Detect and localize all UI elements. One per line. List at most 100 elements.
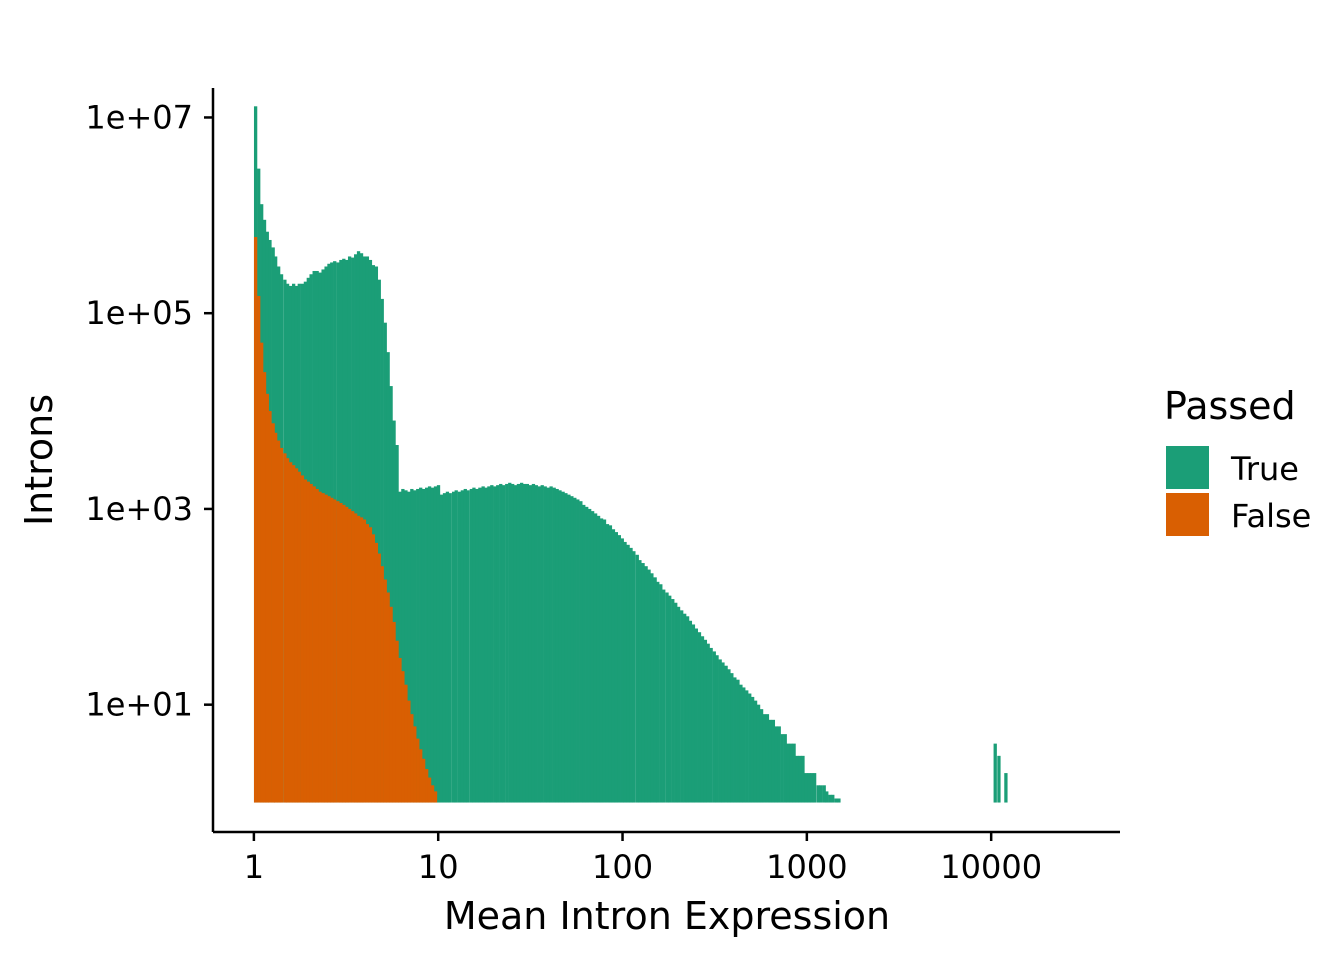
bar-false <box>300 475 305 803</box>
bar-true <box>676 606 681 803</box>
bar-true <box>671 599 675 803</box>
bar-true <box>614 532 618 803</box>
bar-true <box>777 726 781 803</box>
bar-false <box>371 534 376 803</box>
bar-false <box>416 738 420 803</box>
bar-true <box>810 773 814 803</box>
bar-true <box>727 669 731 803</box>
axes: 1 10 100 1000 10000 1e+01 1e+03 1e+05 1e+07 <box>85 88 1120 886</box>
bar-true <box>404 490 408 803</box>
bar-true <box>662 589 666 803</box>
bar-true <box>460 490 465 803</box>
bar-true <box>442 493 447 803</box>
bar-true <box>739 684 743 803</box>
bar-false <box>309 483 313 803</box>
bar-true <box>605 524 610 803</box>
bar-true <box>374 266 379 803</box>
bar-true <box>377 279 381 803</box>
bar-true <box>549 486 553 803</box>
legend: Passed True False <box>1164 384 1311 536</box>
bar-true <box>401 488 405 803</box>
bar-true <box>421 488 426 803</box>
bar-true <box>650 573 654 803</box>
bar-true <box>457 491 462 803</box>
x-tick-label: 1 <box>244 848 264 886</box>
y-tick-label: 1e+05 <box>85 294 193 332</box>
bar-true <box>617 535 621 803</box>
bar-true <box>552 487 556 803</box>
legend-title: Passed <box>1164 384 1296 428</box>
bar-false <box>425 769 429 803</box>
bar-true <box>413 490 417 803</box>
bar-true <box>644 566 648 803</box>
bar-true <box>745 690 749 803</box>
bar-true <box>822 785 826 803</box>
bar-true <box>801 755 805 803</box>
bar-true <box>454 490 458 803</box>
bar-false <box>345 506 349 803</box>
bar-true <box>519 482 524 803</box>
bar-true <box>484 487 488 803</box>
bar-true <box>573 497 577 803</box>
bar-false <box>383 579 387 803</box>
legend-swatch-true <box>1166 446 1209 489</box>
bar-true <box>522 483 527 803</box>
bar-true <box>715 655 719 803</box>
bar-false <box>330 497 334 803</box>
y-axis-title: Introns <box>17 394 61 526</box>
bar-true <box>508 482 512 803</box>
bar-false <box>419 749 423 803</box>
bar-true <box>555 488 559 803</box>
bar-true <box>516 483 521 803</box>
bar-false <box>404 684 408 803</box>
bar-true <box>638 560 642 803</box>
bar-true <box>496 485 500 803</box>
bar-true <box>831 794 835 803</box>
bar-false <box>333 499 337 803</box>
bar-true <box>771 719 776 803</box>
bar-false <box>395 640 399 803</box>
bar-true <box>534 485 538 803</box>
bar-true <box>490 485 494 803</box>
bar-true <box>632 551 636 803</box>
bar-true <box>596 515 601 803</box>
bar-true <box>742 687 746 803</box>
bar-true <box>783 734 787 803</box>
bar-false <box>265 393 269 803</box>
bar-true <box>795 755 799 803</box>
bar-false <box>321 493 325 803</box>
bar-true <box>683 613 687 803</box>
bar-false <box>392 621 396 803</box>
bar-false <box>401 671 405 803</box>
bar-true <box>718 659 722 803</box>
bar-true <box>837 798 841 803</box>
bar-true <box>780 734 784 803</box>
bar-false <box>374 542 379 803</box>
bar-false <box>289 462 293 803</box>
bar-true <box>647 569 651 803</box>
bar-true <box>472 487 476 803</box>
bar-true <box>380 298 384 803</box>
bar-true <box>665 592 669 803</box>
bar-true <box>812 773 817 803</box>
x-tick-label: 10000 <box>940 848 1042 886</box>
bar-true <box>579 501 583 803</box>
bar-true <box>546 487 550 803</box>
bar-false <box>312 486 316 803</box>
bar-false <box>347 508 352 803</box>
bar-true <box>756 704 761 803</box>
bar-true <box>700 636 705 803</box>
bar-true <box>561 491 565 803</box>
bar-false <box>342 504 346 803</box>
bar-true <box>427 486 432 803</box>
bar-true <box>525 483 530 803</box>
bar-false <box>365 524 370 803</box>
bar-true <box>656 581 660 803</box>
legend-swatch-false <box>1166 493 1209 536</box>
bar-false <box>279 447 284 803</box>
bar-false <box>368 527 373 803</box>
bar-true <box>466 490 470 803</box>
bar-true <box>543 486 547 803</box>
bar-true <box>436 485 441 803</box>
